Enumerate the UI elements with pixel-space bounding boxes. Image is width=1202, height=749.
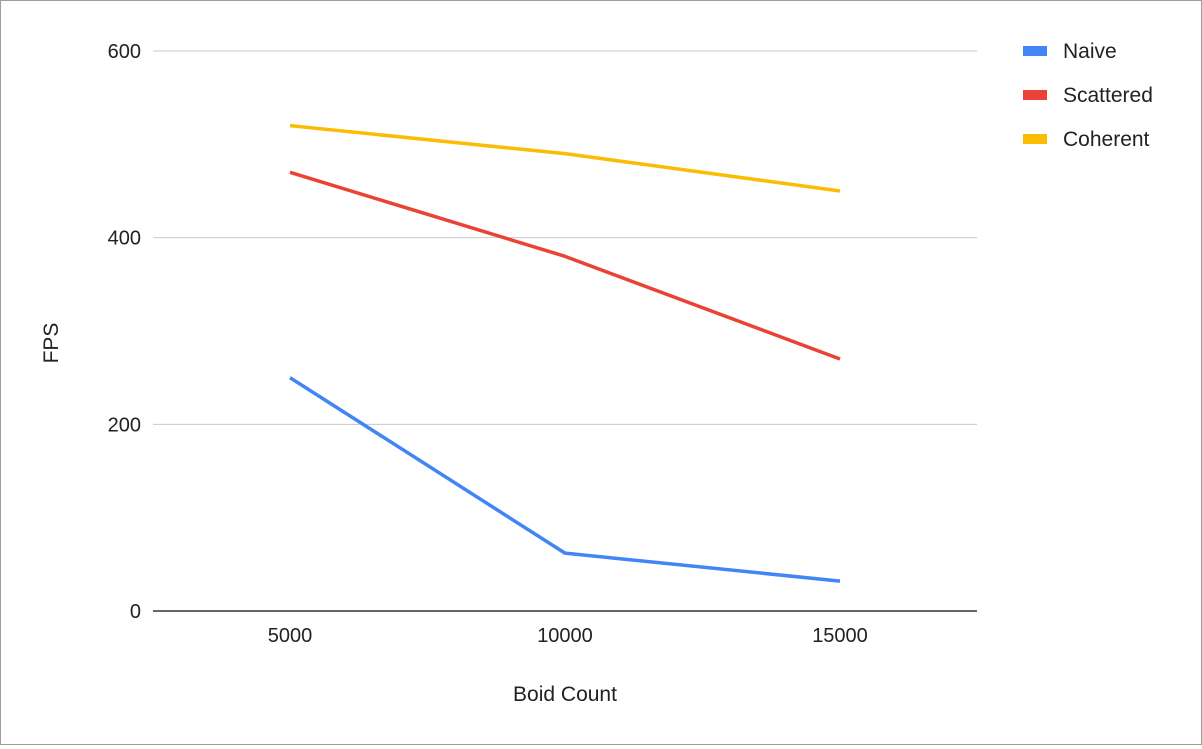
legend-swatch-scattered: [1023, 90, 1047, 100]
x-tick-label: 15000: [812, 625, 868, 647]
y-axis-ticks: 0 200 400 600: [108, 41, 141, 623]
y-tick-label: 400: [108, 228, 141, 250]
y-tick-label: 0: [130, 601, 141, 623]
legend-label-scattered: Scattered: [1063, 84, 1153, 107]
x-tick-label: 10000: [537, 625, 593, 647]
legend-label-coherent: Coherent: [1063, 128, 1150, 151]
legend-swatch-naive: [1023, 46, 1047, 56]
y-tick-label: 600: [108, 41, 141, 63]
series-line-coherent: [289, 123, 841, 193]
gridlines: [153, 50, 977, 612]
y-axis-title: FPS: [40, 323, 63, 364]
x-axis-title: Boid Count: [513, 683, 617, 706]
x-axis-ticks: 5000 10000 15000: [268, 625, 868, 647]
x-tick-label: 5000: [268, 625, 313, 647]
series-lines: [289, 123, 841, 583]
series-line-scattered: [289, 170, 841, 361]
y-tick-label: 200: [108, 414, 141, 436]
legend-label-naive: Naive: [1063, 40, 1117, 63]
legend: Naive Scattered Coherent: [1023, 40, 1153, 151]
legend-swatch-coherent: [1023, 134, 1047, 144]
series-line-naive: [289, 376, 841, 583]
